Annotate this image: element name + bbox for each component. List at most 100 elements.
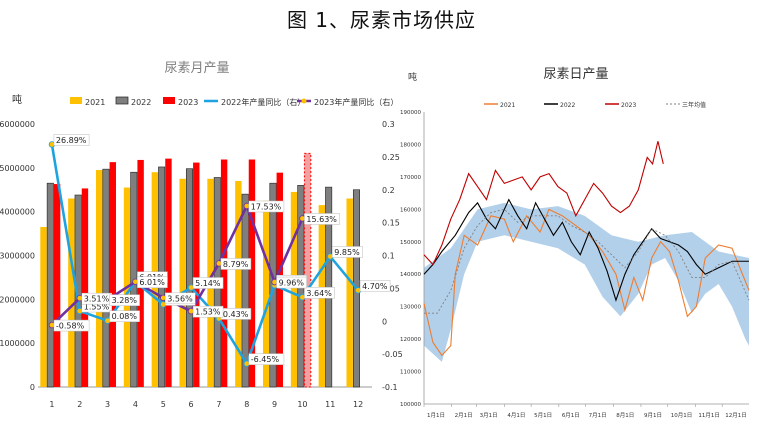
- yoy-label: 15.63%: [306, 215, 337, 224]
- right-y-tick-label: 150000: [400, 240, 421, 246]
- legend-swatch-2: [163, 97, 175, 104]
- right-x-tick-label: 7月1日: [589, 412, 607, 419]
- left-y-tick-label: 1000000: [0, 339, 35, 348]
- yoy-label-box: [248, 353, 285, 365]
- yoy-label: 17.53%: [251, 202, 282, 211]
- left-y-tick-label: 4000000: [0, 208, 35, 217]
- yoy-label: 3.56%: [167, 294, 193, 303]
- daily-line-3: [424, 208, 750, 314]
- yoy-label: 1.53%: [195, 308, 221, 317]
- right-x-tick-label: 10月1日: [671, 412, 693, 419]
- yoy-label-box: [109, 294, 140, 306]
- right-y-tick-label: 0.1: [382, 252, 395, 261]
- daily-line-1: [423, 198, 749, 302]
- right-y-tick-label: 0.2: [382, 186, 395, 195]
- right-y-tick-label: 180000: [400, 142, 421, 148]
- right-x-tick-label: 3月1日: [480, 412, 498, 419]
- bar-2022: [74, 194, 82, 388]
- x-tick-label: 2: [77, 400, 82, 409]
- right-x-tick-label: 5月1日: [534, 412, 552, 419]
- bar-2021: [235, 180, 242, 387]
- x-tick-label: 12: [353, 400, 363, 409]
- legend-marker-4: [301, 98, 307, 104]
- bar-2022: [241, 193, 249, 388]
- right-x-tick-label: 2月1日: [455, 412, 473, 419]
- legend-swatch-0: [70, 97, 82, 104]
- legend-label-1: 2022: [131, 98, 151, 107]
- yoy-label: 9.96%: [279, 279, 305, 288]
- x-tick-label: 8: [244, 400, 249, 409]
- yoy-label-box: [137, 276, 168, 288]
- yoy-label-box: [53, 319, 90, 332]
- bar-2021: [40, 227, 47, 387]
- yoy-label-box: [192, 305, 224, 318]
- yoy-label: 1.55%: [84, 303, 110, 312]
- right-y-axis-unit: 吨: [408, 71, 417, 83]
- yoy-label: 0.43%: [223, 310, 249, 319]
- yoy-label-box: [332, 246, 363, 258]
- left-y-tick-label: 6000000: [0, 120, 35, 129]
- right-y-tick-label: 140000: [400, 272, 421, 278]
- right-y-tick-label: -0.05: [382, 350, 403, 359]
- legend-label-3: 2022年产量同比（右）: [221, 97, 305, 107]
- x-tick-label: 7: [216, 400, 221, 409]
- bar-2023: [165, 158, 172, 387]
- legend-label-4: 2023年产量同比（右）: [314, 97, 398, 107]
- right-y-tick-label: 0.25: [382, 153, 400, 162]
- right-y-tick-label: 130000: [400, 305, 421, 311]
- right-x-tick-label: 1月1日: [427, 412, 445, 419]
- right-y-tick-label: 0.05: [382, 284, 400, 293]
- bar-2023: [220, 159, 228, 387]
- right-y-tick-label: 100000: [400, 402, 421, 408]
- figure-title: 图 1、尿素市场供应: [286, 8, 477, 32]
- right-legend-label: 三年均值: [682, 101, 706, 109]
- yoy-label: 5.14%: [195, 279, 221, 288]
- x-tick-label: 10: [297, 400, 307, 409]
- bar-2021: [95, 170, 103, 387]
- yoy-label: -0.58%: [56, 322, 85, 331]
- right-y-tick-label: 190000: [400, 110, 421, 116]
- bar-2022: [102, 168, 110, 388]
- bar-2023: [81, 188, 89, 387]
- yoy-label: 3.64%: [306, 289, 332, 298]
- yoy-label: 3.51%: [84, 295, 110, 304]
- right-y-tick-label: 110000: [400, 370, 421, 376]
- yoy-label-box: [248, 200, 285, 213]
- bar-2023: [53, 184, 61, 387]
- legend-label-2: 2023: [178, 98, 198, 107]
- right-y-tick-label: 170000: [400, 175, 421, 181]
- bar-2022: [185, 168, 193, 388]
- x-tick-label: 9: [272, 400, 277, 409]
- right-legend-label: 2023: [621, 102, 636, 109]
- right-x-tick-label: 9月1日: [644, 412, 662, 419]
- x-tick-label: 1: [49, 400, 54, 409]
- bar-2023: [303, 152, 312, 388]
- yoy-label-box: [192, 277, 224, 289]
- left-y-axis-unit: 吨: [12, 93, 22, 106]
- yoy-label: 0.08%: [112, 312, 138, 321]
- bar-2021: [262, 200, 270, 387]
- x-tick-label: 3: [105, 400, 110, 409]
- x-tick-label: 6: [189, 400, 194, 409]
- range-band: [424, 202, 749, 362]
- yoy-label-box: [53, 134, 90, 146]
- bar-2023: [193, 162, 200, 387]
- yoy-label-box: [304, 287, 335, 299]
- yoy-label: 26.89%: [56, 136, 87, 145]
- yoy-label: 9.85%: [334, 248, 360, 257]
- right-chart-title: 尿素日产量: [543, 67, 608, 82]
- legend-label-0: 2021: [85, 98, 105, 107]
- bar-2022: [46, 182, 54, 388]
- bar-2023: [248, 159, 256, 387]
- yoy-label-box: [359, 280, 391, 292]
- left-y-tick-label: 2000000: [0, 295, 35, 304]
- yoy-label-box: [109, 310, 140, 322]
- yoy-label-box: [304, 213, 340, 225]
- yoy-label: 6.01%: [139, 278, 165, 287]
- x-tick-label: 11: [325, 400, 335, 409]
- left-y-tick-label: 3000000: [0, 252, 35, 261]
- bar-2021: [179, 178, 186, 387]
- bar-2021: [68, 198, 75, 387]
